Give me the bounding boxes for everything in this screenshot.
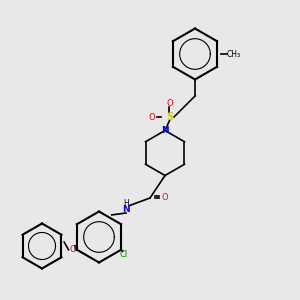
Text: H: H	[123, 200, 129, 208]
Text: S: S	[166, 112, 173, 122]
Text: O: O	[166, 99, 173, 108]
Text: O: O	[69, 245, 76, 254]
Text: N: N	[122, 206, 130, 214]
Text: CH₃: CH₃	[226, 50, 241, 58]
Text: Cl: Cl	[120, 250, 128, 259]
Text: O: O	[148, 112, 155, 122]
Text: O: O	[162, 194, 168, 202]
Text: N: N	[161, 126, 169, 135]
